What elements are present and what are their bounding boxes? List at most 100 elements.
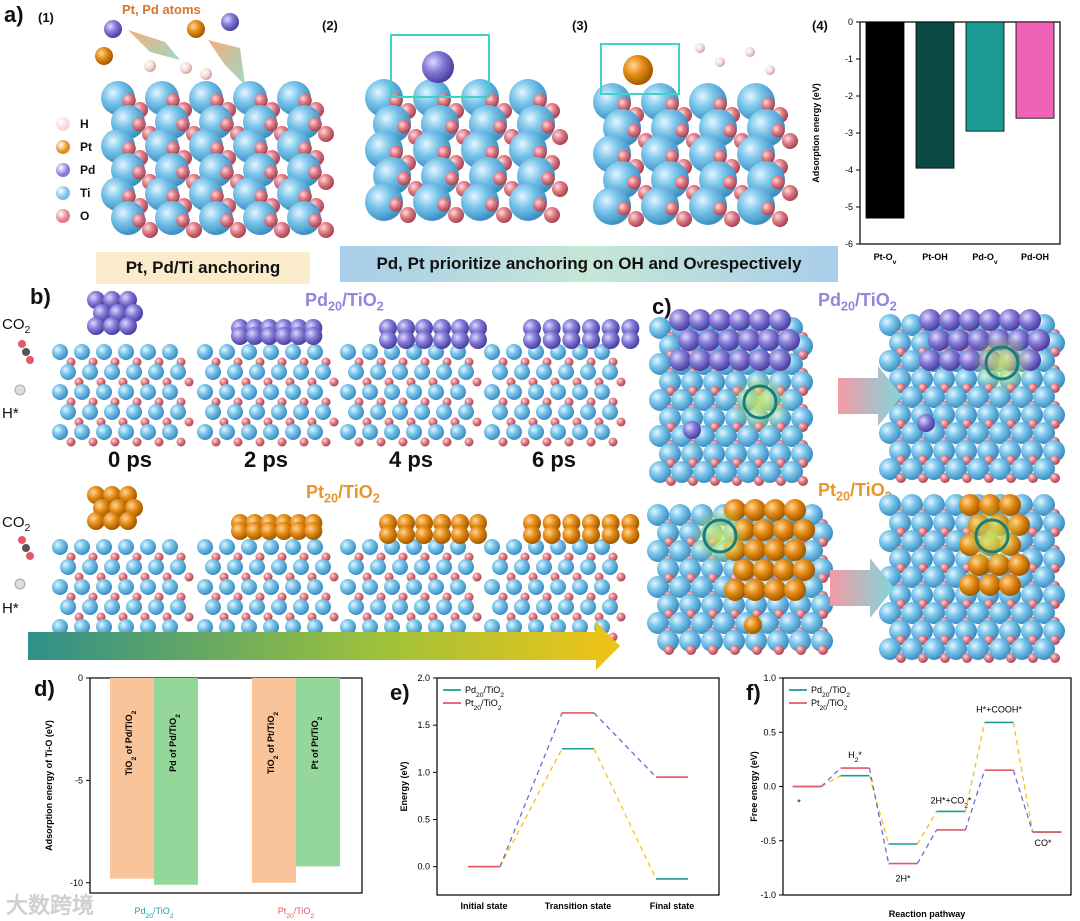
o-atom xyxy=(617,97,631,112)
energy-connector xyxy=(821,775,841,788)
active-site-ring xyxy=(974,518,1010,554)
h-label-1: H* xyxy=(2,405,19,422)
o-atom xyxy=(533,93,547,108)
o-atom xyxy=(132,165,146,180)
o-atom xyxy=(713,149,727,164)
o-atom xyxy=(220,165,234,180)
o-atom xyxy=(397,171,411,186)
o-atom xyxy=(665,97,679,112)
y-tick-label: -1 xyxy=(845,54,853,64)
o-atom-icon xyxy=(56,208,70,223)
energy-connector xyxy=(499,748,563,867)
legend-label: Pt20/TiO2 xyxy=(811,698,848,712)
o-atom xyxy=(254,93,268,108)
panel-f-letter: f) xyxy=(746,680,761,705)
energy-connector xyxy=(593,712,657,778)
x-tick-label: Transition state xyxy=(545,901,612,911)
x-tick-label: Pt-Ov xyxy=(874,252,897,266)
h-atom xyxy=(745,47,755,57)
o-atom xyxy=(437,197,451,212)
o-atom xyxy=(772,211,788,227)
h-label-2: H* xyxy=(2,600,19,617)
o-atom xyxy=(210,93,224,108)
group-label: Pd20/TiO2 xyxy=(134,906,173,920)
o-atom xyxy=(493,119,507,134)
active-site-ring xyxy=(984,345,1020,381)
panel-b-letter: b) xyxy=(30,284,51,309)
o-atom xyxy=(166,141,180,156)
o-atom xyxy=(176,117,190,132)
energy-connector xyxy=(499,712,563,867)
pd-atom xyxy=(422,51,454,83)
o-atom xyxy=(389,145,403,160)
o-atom xyxy=(400,207,416,223)
o-atom xyxy=(627,123,641,138)
co2-molecule-icon xyxy=(18,536,34,560)
legend-item-label: Pt xyxy=(80,139,92,154)
h-atom xyxy=(695,43,705,53)
ti-atom xyxy=(365,183,403,221)
ti-atom xyxy=(461,183,499,221)
o-atom xyxy=(298,93,312,108)
pd-atom xyxy=(104,20,122,38)
panel-a1-label: (1) xyxy=(38,10,54,25)
legend-item-label: Pd xyxy=(80,162,96,177)
o-atom xyxy=(485,145,499,160)
o-atom xyxy=(782,185,798,201)
y-axis-label: Adsorption energy (eV) xyxy=(811,83,821,183)
o-atom xyxy=(220,213,234,228)
o-atom xyxy=(723,175,737,190)
o-atom xyxy=(318,126,334,142)
o-atom xyxy=(713,97,727,112)
legend-item-label: O xyxy=(80,208,90,223)
o-atom xyxy=(445,171,459,186)
y-tick-label: -0.5 xyxy=(760,836,776,846)
plot-frame xyxy=(89,677,363,894)
md-snapshot xyxy=(340,319,487,447)
o-atom xyxy=(533,145,547,160)
o-atom xyxy=(665,149,679,164)
pt-atom-icon xyxy=(56,139,70,154)
y-tick-label: -10 xyxy=(70,878,83,888)
x-axis-label: Reaction pathway xyxy=(889,909,966,919)
o-atom xyxy=(176,165,190,180)
legend-item: Ti xyxy=(56,181,116,204)
ti-atom xyxy=(593,187,631,225)
slab-structure-1 xyxy=(101,60,334,238)
o-atom xyxy=(122,93,136,108)
co2-label-2: CO2 xyxy=(2,514,31,534)
energy-connector xyxy=(1012,770,1034,833)
panel-a-structures xyxy=(95,13,798,238)
o-atom xyxy=(541,119,555,134)
o-atom xyxy=(445,119,459,134)
o-atom xyxy=(298,189,312,204)
legend-item: Pt xyxy=(56,135,116,158)
o-atom xyxy=(397,119,411,134)
panel-e-letter: e) xyxy=(390,680,410,705)
o-atom xyxy=(493,171,507,186)
ti-atom xyxy=(509,183,547,221)
highlight-box xyxy=(390,34,490,98)
time-0: 0 ps xyxy=(108,447,153,472)
time-arrow-icon xyxy=(28,622,620,670)
o-atom xyxy=(761,149,775,164)
o-atom xyxy=(166,93,180,108)
pt-atom xyxy=(95,47,113,65)
legend-label: Pd20/TiO2 xyxy=(811,685,850,699)
panel-a3-label: (3) xyxy=(572,18,588,33)
arrow-icon xyxy=(128,30,180,60)
time-4: 4 ps xyxy=(389,447,434,472)
state-label: H2* xyxy=(848,750,862,764)
o-atom xyxy=(675,175,689,190)
o-atom xyxy=(389,197,403,212)
chart-a4: 0 -1 -2 -3 -4 -5 -6 Pt-Ov Pt-OH Pd-Ov Pd-OH Adsorpt… xyxy=(811,17,1061,266)
pt-atom xyxy=(187,20,205,38)
energy-connector xyxy=(1012,722,1034,833)
h-atom-icon xyxy=(56,116,70,131)
x-tick-label: Initial state xyxy=(460,901,507,911)
ti-atom xyxy=(413,183,451,221)
highlight-box xyxy=(600,43,680,95)
bar xyxy=(296,678,340,867)
plot-frame xyxy=(436,677,720,896)
o-atom xyxy=(544,207,560,223)
